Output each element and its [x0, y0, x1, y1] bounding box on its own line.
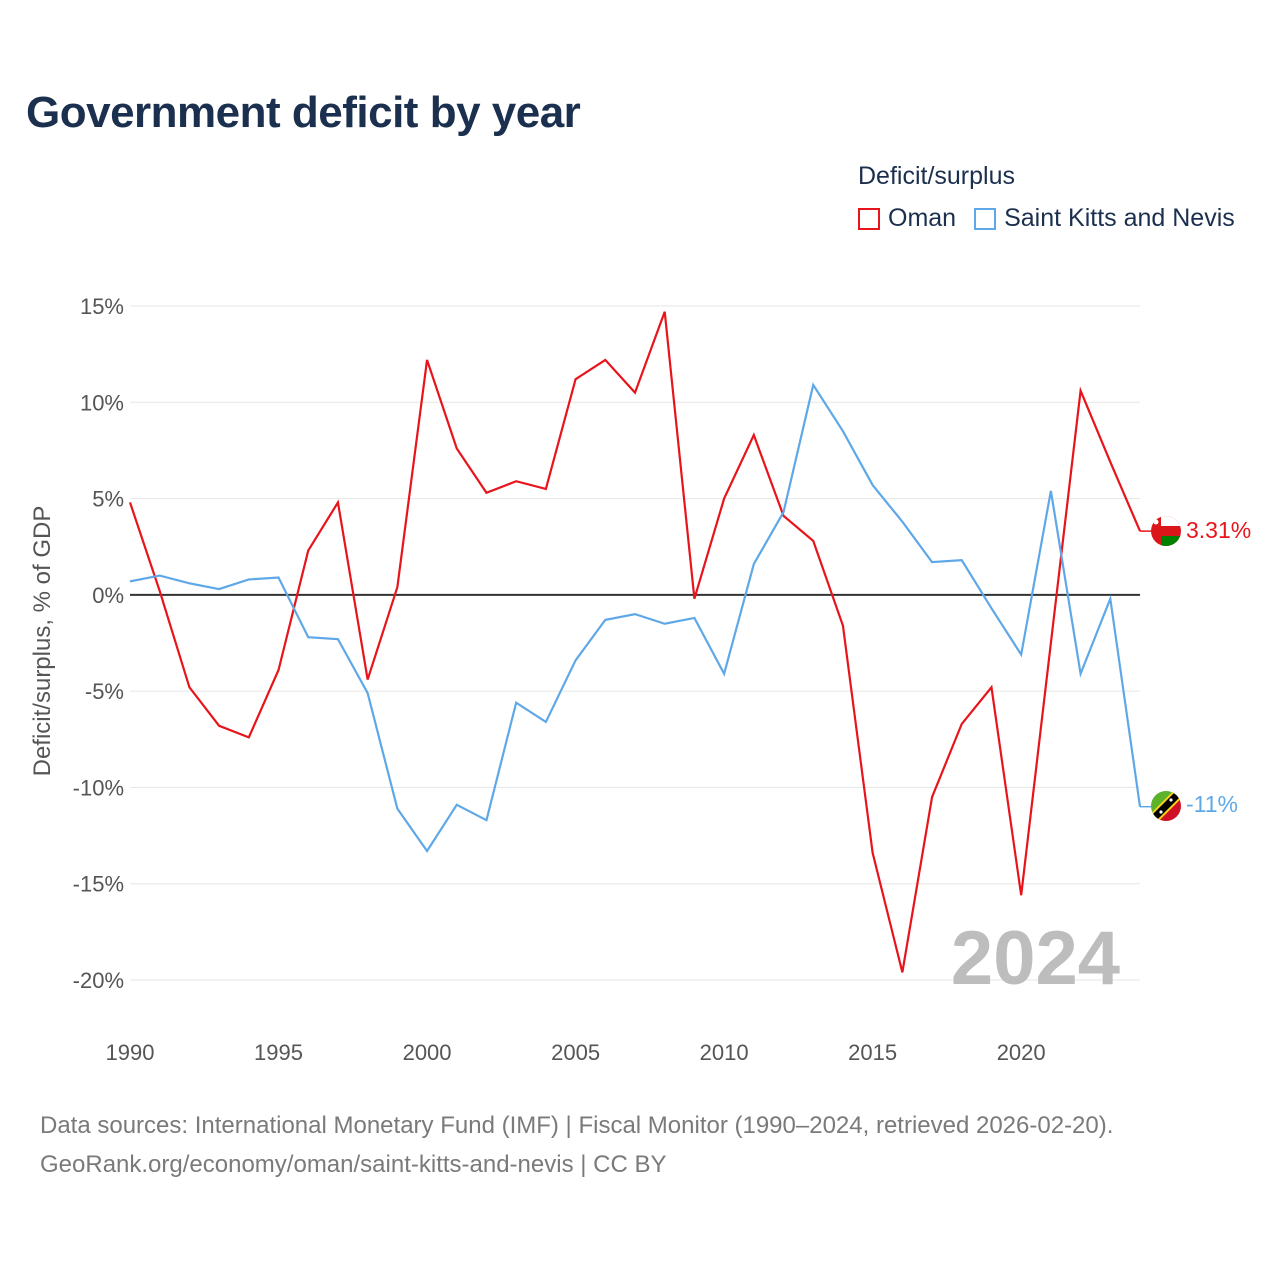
saint-kitts-and-nevis-flag-icon: [1151, 791, 1181, 821]
series-lines: [128, 311, 1152, 973]
x-tick-label: 2000: [403, 1040, 452, 1065]
x-tick-label: 1995: [254, 1040, 303, 1065]
source-note: Data sources: International Monetary Fun…: [40, 1106, 1113, 1184]
line-chart: 15% 10% 5% 0% -5% -10% -15% -20% 1990 1995 2000 20…: [29, 294, 1251, 1065]
source-line-2[interactable]: GeoRank.org/economy/oman/saint-kitts-and…: [40, 1151, 667, 1178]
legend-title: Deficit/surplus: [858, 162, 1015, 190]
y-tick-label: -15%: [73, 872, 124, 897]
series-line-oman[interactable]: [128, 311, 1142, 973]
y-axis-ticks: 15% 10% 5% 0% -5% -10% -15% -20%: [73, 294, 124, 993]
legend-swatch-oman: [858, 207, 880, 230]
legend: Oman Saint Kitts and Nevis: [858, 204, 1235, 233]
chart-title: Government deficit by year: [26, 88, 581, 137]
x-tick-label: 2010: [700, 1040, 749, 1065]
legend-item-saint-kitts-and-nevis[interactable]: Saint Kitts and Nevis: [974, 204, 1235, 233]
y-tick-label: -10%: [73, 775, 124, 800]
oman-flag-icon: [1151, 516, 1181, 546]
y-tick-label: -5%: [85, 679, 124, 704]
end-label-oman: 3.31%: [1186, 517, 1251, 543]
x-tick-label: 2015: [848, 1040, 897, 1065]
y-tick-label: 0%: [92, 583, 124, 608]
grid-lines: [130, 305, 1140, 981]
y-tick-label: -20%: [73, 968, 124, 993]
legend-label-oman: Oman: [888, 204, 957, 232]
x-tick-label: 2005: [551, 1040, 600, 1065]
series-line-saint-kitts-and-nevis[interactable]: [129, 382, 1142, 853]
y-tick-label: 10%: [80, 390, 124, 415]
year-watermark: 2024: [951, 916, 1120, 1001]
legend-swatch-saint-kitts-and-nevis: [974, 207, 997, 230]
end-label-saint-kitts-and-nevis: -11%: [1186, 791, 1238, 817]
y-tick-label: 5%: [92, 487, 124, 512]
y-axis-label: Deficit/surplus, % of GDP: [29, 506, 56, 777]
legend-label-saint-kitts-and-nevis: Saint Kitts and Nevis: [1004, 204, 1235, 232]
legend-item-oman[interactable]: Oman: [858, 204, 956, 233]
y-tick-label: 15%: [80, 294, 124, 319]
x-tick-label: 1990: [106, 1040, 155, 1065]
x-axis-ticks: 1990 1995 2000 2005 2010 2015 2020: [106, 1040, 1046, 1065]
x-tick-label: 2020: [997, 1040, 1046, 1065]
source-line-1: Data sources: International Monetary Fun…: [40, 1112, 1114, 1139]
